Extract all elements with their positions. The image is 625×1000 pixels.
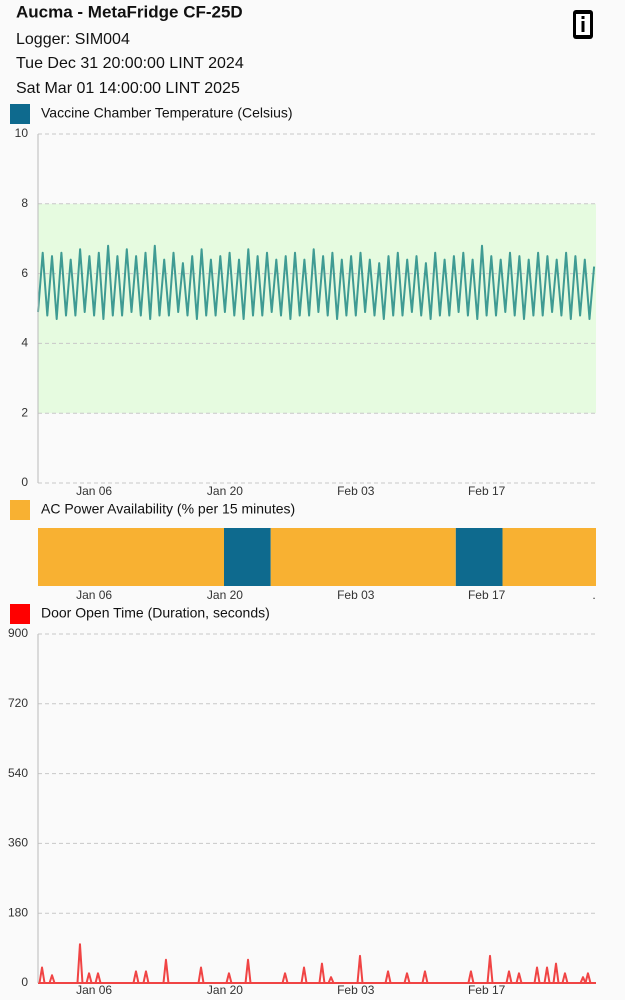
door-spike (48, 974, 56, 984)
door-spike (561, 972, 569, 984)
x-tick-label: Jan 20 (207, 588, 243, 602)
y-tick-label: 0 (21, 975, 28, 989)
door-spike (244, 958, 252, 984)
x-tick-label: . (592, 588, 595, 602)
power-segment (270, 528, 456, 586)
y-tick-label: 4 (21, 336, 28, 350)
y-tick-label: 6 (21, 266, 28, 280)
door-spike (533, 966, 541, 984)
y-tick-label: 8 (21, 196, 28, 210)
door-spike (403, 972, 411, 984)
door-spike (76, 943, 84, 984)
door-spike (505, 970, 513, 984)
temperature-line (37, 244, 596, 320)
door-spike (318, 962, 326, 984)
y-tick-label: 720 (8, 696, 28, 710)
x-tick-label: Jan 06 (76, 588, 112, 602)
door-spike (421, 970, 429, 984)
x-tick-label: Feb 03 (337, 983, 375, 997)
legend-swatch (10, 604, 30, 624)
x-tick-label: Jan 20 (207, 983, 243, 997)
legend-swatch (10, 500, 30, 520)
end-time: Sat Mar 01 14:00:00 LINT 2025 (16, 80, 240, 97)
logger: Logger: SIM004 (16, 31, 130, 48)
y-tick-label: 900 (8, 626, 28, 640)
y-tick-label: 360 (8, 836, 28, 850)
door-spike (300, 966, 308, 984)
door-spike (467, 970, 475, 984)
power-segment (224, 528, 271, 586)
door-spike (94, 972, 102, 984)
y-tick-label: 0 (21, 475, 28, 489)
door-spike (552, 962, 560, 984)
y-tick-label: 2 (21, 405, 28, 419)
door-spike (584, 972, 592, 984)
legend-label: Vaccine Chamber Temperature (Celsius) (41, 105, 293, 121)
door-spike (579, 976, 587, 984)
x-tick-label: Feb 17 (468, 588, 506, 602)
x-tick-label: Feb 17 (468, 484, 506, 498)
device-title: Aucma - MetaFridge CF-25D (16, 2, 243, 21)
door-spike (85, 972, 93, 984)
y-tick-label: 10 (15, 126, 29, 140)
y-tick-label: 540 (8, 766, 28, 780)
door-spike (142, 970, 150, 984)
y-tick-label: 180 (8, 905, 28, 919)
power-segment (38, 528, 224, 586)
door-spike (384, 970, 392, 984)
door-spike (356, 954, 364, 984)
x-tick-label: Feb 03 (337, 588, 375, 602)
door-spike (515, 972, 523, 984)
door-spike (543, 966, 551, 984)
door-spike (486, 954, 494, 984)
door-spike (327, 976, 335, 984)
x-tick-label: Jan 06 (76, 484, 112, 498)
door-spike (162, 958, 170, 984)
x-tick-label: Feb 17 (468, 983, 506, 997)
legend-swatch (10, 104, 30, 124)
door-spike (38, 966, 46, 984)
x-tick-label: Feb 03 (337, 484, 375, 498)
door-spike (132, 970, 140, 984)
power-segment (502, 528, 596, 586)
x-tick-label: Jan 06 (76, 983, 112, 997)
x-tick-label: Jan 20 (207, 484, 243, 498)
legend-label: Door Open Time (Duration, seconds) (41, 605, 270, 621)
legend-label: AC Power Availability (% per 15 minutes) (41, 501, 295, 517)
door-spike (225, 972, 233, 984)
info-dot (581, 16, 585, 19)
start-time: Tue Dec 31 20:00:00 LINT 2024 (16, 55, 244, 72)
info-stem (581, 21, 585, 32)
door-spike (281, 972, 289, 984)
power-segment (455, 528, 503, 586)
door-spike (197, 966, 205, 984)
info-button[interactable] (573, 10, 593, 39)
